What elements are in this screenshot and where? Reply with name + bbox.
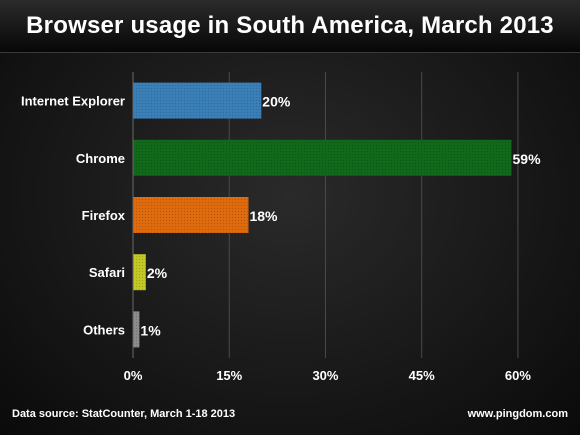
data-source-note: Data source: StatCounter, March 1-18 201… — [12, 408, 236, 420]
data-label: 18% — [249, 208, 278, 224]
bar-texture — [133, 254, 146, 291]
data-label: 1% — [140, 322, 161, 338]
x-tick-label: 45% — [409, 368, 435, 383]
site-credit: www.pingdom.com — [467, 408, 568, 420]
data-label: 2% — [147, 265, 168, 281]
category-label: Chrome — [76, 151, 125, 166]
bar-texture — [133, 311, 140, 348]
bar-texture — [133, 139, 512, 176]
title-bar — [0, 0, 580, 53]
category-label: Firefox — [82, 208, 126, 223]
x-tick-label: 60% — [505, 368, 531, 383]
bar-texture — [133, 197, 249, 233]
x-tick-label: 15% — [216, 368, 242, 383]
bar-texture — [133, 82, 262, 119]
x-tick-label: 0% — [124, 368, 143, 383]
data-label: 20% — [262, 94, 291, 110]
x-tick-label: 30% — [312, 368, 338, 383]
category-label: Safari — [89, 265, 125, 280]
chart-title: Browser usage in South America, March 20… — [26, 12, 554, 39]
category-label: Internet Explorer — [21, 94, 125, 109]
category-label: Others — [83, 322, 125, 337]
data-label: 59% — [513, 151, 542, 167]
